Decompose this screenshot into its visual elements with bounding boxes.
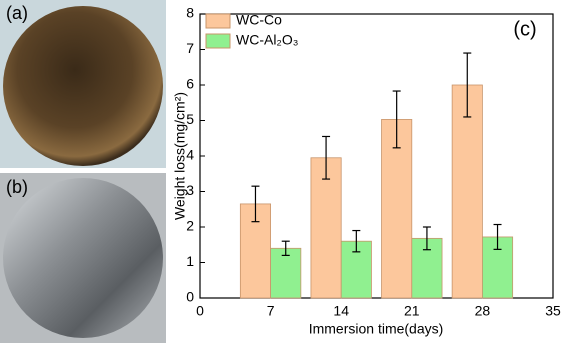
legend-swatch bbox=[205, 13, 231, 29]
y-tick-label: 1 bbox=[186, 253, 194, 269]
error-bar bbox=[322, 135, 331, 180]
error-bar bbox=[251, 185, 260, 223]
x-axis-title: Immersion time(days) bbox=[309, 321, 444, 337]
legend-label: WC-Co bbox=[236, 12, 282, 28]
error-bar bbox=[281, 240, 290, 256]
bar bbox=[381, 119, 413, 299]
error-bar bbox=[392, 90, 401, 149]
y-tick-label: 4 bbox=[186, 147, 194, 163]
y-axis-title: Weight loss(mg/cm²) bbox=[172, 92, 188, 220]
error-bar bbox=[422, 226, 431, 251]
x-tick-label: 35 bbox=[545, 303, 561, 319]
y-tick-label: 3 bbox=[186, 182, 194, 198]
bar bbox=[310, 157, 342, 299]
y-tick-label: 0 bbox=[186, 289, 194, 305]
x-tick-label: 21 bbox=[404, 303, 420, 319]
annotation: (c) bbox=[513, 18, 536, 40]
photo-b bbox=[0, 173, 166, 343]
y-tick-label: 8 bbox=[186, 5, 194, 21]
legend-swatch bbox=[205, 33, 231, 49]
legend-label: WC-Al₂O₃ bbox=[236, 32, 298, 48]
y-tick-label: 6 bbox=[186, 76, 194, 92]
x-tick-label: 7 bbox=[267, 303, 275, 319]
photo-a bbox=[0, 0, 166, 168]
bar bbox=[451, 84, 483, 299]
error-bar bbox=[463, 52, 472, 118]
error-bar bbox=[352, 229, 361, 253]
y-tick-label: 7 bbox=[186, 40, 194, 56]
x-tick-label: 0 bbox=[196, 303, 204, 319]
x-tick-label: 28 bbox=[475, 303, 491, 319]
error-bar bbox=[493, 223, 502, 250]
panel-label: (b) bbox=[6, 177, 28, 197]
y-tick-label: 5 bbox=[186, 111, 194, 127]
panel-label: (a) bbox=[6, 3, 28, 23]
y-tick-label: 2 bbox=[186, 218, 194, 234]
bar bbox=[270, 247, 302, 299]
x-tick-label: 14 bbox=[333, 303, 349, 319]
